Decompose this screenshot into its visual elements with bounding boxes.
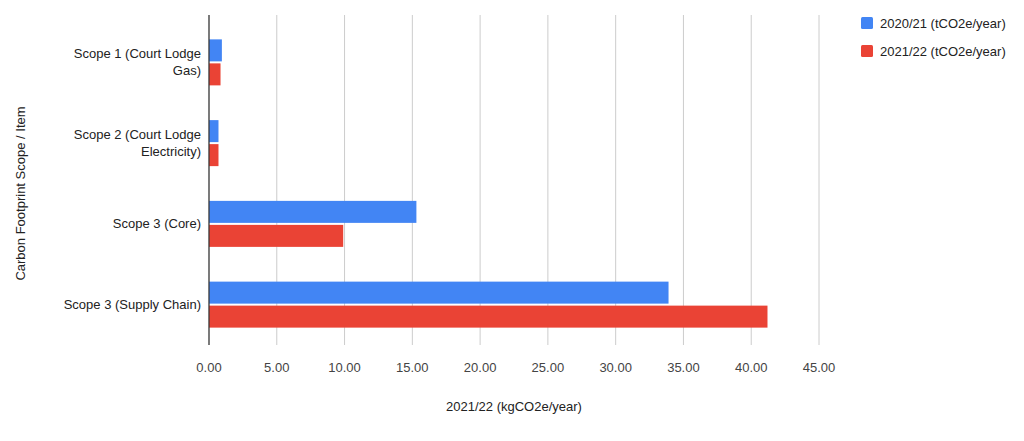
bar xyxy=(209,63,221,85)
grid-line xyxy=(209,15,210,345)
x-tick-label: 45.00 xyxy=(803,360,836,375)
x-axis-title: 2021/22 (kgCO2e/year) xyxy=(446,399,582,414)
y-tick-label: Scope 3 (Core) xyxy=(113,216,201,231)
x-tick-label: 30.00 xyxy=(599,360,632,375)
x-tick-label: 10.00 xyxy=(328,360,361,375)
bar xyxy=(209,306,767,328)
legend: 2020/21 (tCO2e/year) 2021/22 (tCO2e/year) xyxy=(861,16,1006,59)
bars xyxy=(209,39,767,327)
y-axis-line xyxy=(208,15,209,345)
chart: 0.00 5.00 10.00 15.00 20.00 25.00 30.00 35.00 40… xyxy=(0,0,1024,441)
grid xyxy=(209,15,819,345)
bar xyxy=(209,201,416,223)
bar xyxy=(209,144,218,166)
x-tick-label: 15.00 xyxy=(396,360,429,375)
bar xyxy=(209,120,218,142)
bar xyxy=(209,225,343,247)
grid-line xyxy=(683,15,684,345)
grid-line xyxy=(819,15,820,345)
x-tick-label: 20.00 xyxy=(464,360,497,375)
y-tick-label: Scope 1 (Court LodgeGas) xyxy=(74,46,201,78)
legend-swatch xyxy=(861,45,873,57)
x-tick-label: 0.00 xyxy=(196,360,221,375)
y-tick-label: Scope 3 (Supply Chain) xyxy=(64,297,201,312)
legend-swatch xyxy=(861,17,873,29)
x-tick-label: 5.00 xyxy=(264,360,289,375)
legend-label: 2021/22 (tCO2e/year) xyxy=(880,44,1006,59)
bar xyxy=(209,39,222,61)
bar xyxy=(209,282,669,304)
grid-line xyxy=(751,15,752,345)
x-tick-label: 25.00 xyxy=(532,360,565,375)
legend-label: 2020/21 (tCO2e/year) xyxy=(880,16,1006,31)
y-tick-label: Scope 2 (Court LodgeElectricity) xyxy=(74,127,201,159)
x-tick-label: 35.00 xyxy=(667,360,700,375)
x-tick-label: 40.00 xyxy=(735,360,768,375)
y-axis-title: Carbon Footprint Scope / Item xyxy=(13,106,28,280)
